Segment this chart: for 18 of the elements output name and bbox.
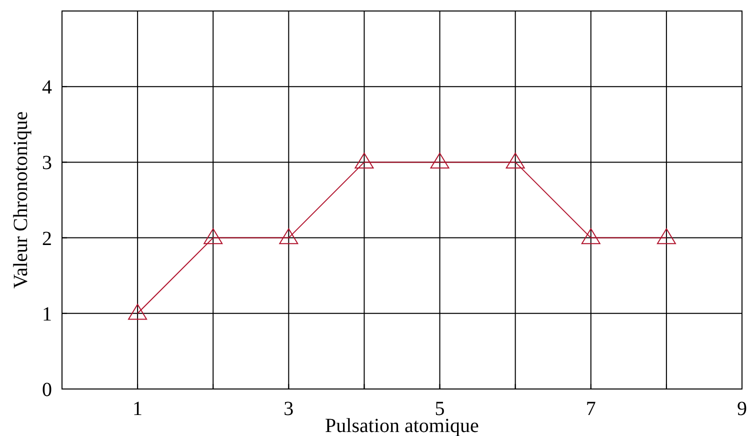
x-tick-label: 7: [586, 398, 596, 420]
point: [279, 228, 298, 244]
point: [656, 228, 676, 244]
y-tick-label: 1: [42, 303, 52, 326]
x-tick-label: 1: [132, 398, 143, 420]
point: [204, 228, 223, 244]
y-tick-label: 3: [42, 152, 52, 174]
x-tick-label: 9: [737, 398, 747, 420]
point: [581, 228, 600, 244]
x-tick-label: 3: [284, 398, 294, 420]
y-axis-title: Valeur Chronotonique: [10, 111, 32, 289]
point: [430, 152, 450, 169]
point: [506, 152, 525, 169]
y-tick-label: 2: [42, 228, 52, 250]
point: [354, 152, 374, 169]
y-tick-label: 4: [42, 76, 52, 99]
y-tick-label: 0: [42, 379, 52, 401]
point: [128, 304, 148, 320]
